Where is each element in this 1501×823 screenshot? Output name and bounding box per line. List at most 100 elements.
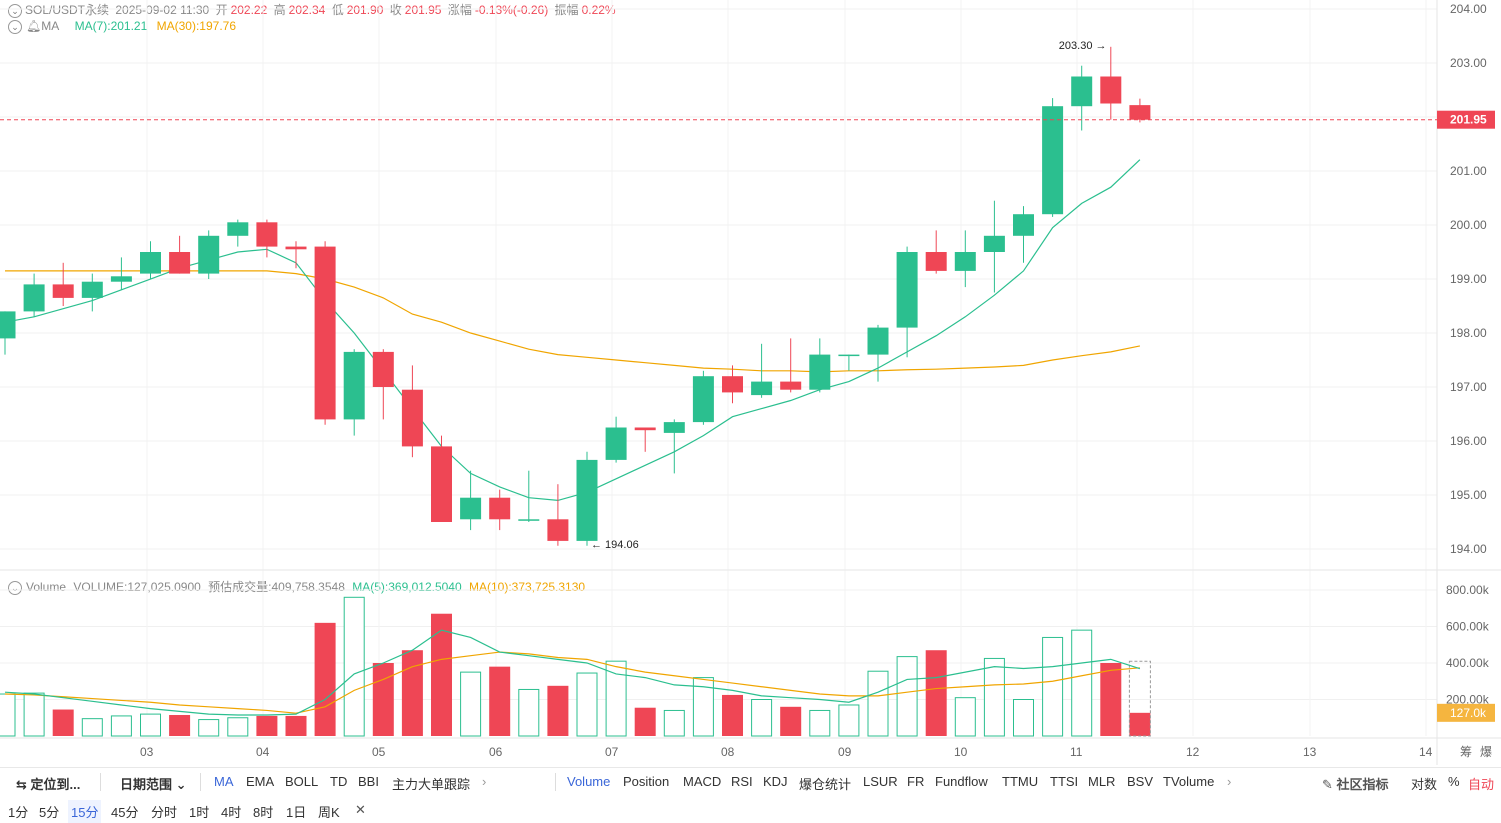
chevron-right-icon[interactable]: › xyxy=(482,774,487,789)
candle-body xyxy=(0,311,16,339)
chevron-right-icon[interactable]: › xyxy=(1227,774,1232,789)
candle-body xyxy=(518,519,540,521)
candle-body xyxy=(227,222,249,236)
interval-1w[interactable]: 周K xyxy=(318,805,340,820)
current-price-tag xyxy=(1437,110,1495,129)
volume-bar xyxy=(460,671,482,737)
vol-ma10-polyline xyxy=(4,651,1140,714)
sub-indicator-mlr[interactable]: MLR xyxy=(1088,774,1116,789)
price-tick-label: 195.00 xyxy=(1450,488,1487,502)
candle-body xyxy=(23,284,45,312)
collapse-icon[interactable]: ⌄ xyxy=(8,580,22,595)
sub-indicator-ttsi[interactable]: TTSI xyxy=(1050,774,1079,789)
community-indicator-button[interactable]: ✎ 社区指标 xyxy=(1322,774,1389,793)
amp-value: 0.22% xyxy=(581,3,616,17)
candle-body xyxy=(983,235,1005,252)
bell-icon[interactable]: 🔔︎ xyxy=(26,19,42,33)
sub-indicator-fr[interactable]: FR xyxy=(907,774,925,789)
indicator-ma[interactable]: MA xyxy=(214,774,234,789)
indicator-td[interactable]: TD xyxy=(330,774,348,789)
interval-8h[interactable]: 8时 xyxy=(253,805,274,820)
candle-body xyxy=(1071,76,1093,107)
date-range-button[interactable]: 日期范围 ⌄ xyxy=(120,774,187,793)
volume-bar xyxy=(343,596,365,737)
time-tick-label: 08 xyxy=(721,745,735,759)
indicator-ema[interactable]: EMA xyxy=(246,774,275,789)
time-tick-label: 11 xyxy=(1070,745,1083,759)
high-label: 高 xyxy=(273,3,286,17)
candle-body xyxy=(925,252,947,271)
indicator-big-order[interactable]: 主力大单跟踪 xyxy=(392,777,471,792)
interval-15m[interactable]: 15分 xyxy=(68,800,102,823)
sub-indicator-macd[interactable]: MACD xyxy=(683,774,722,789)
candle-body xyxy=(692,376,714,423)
interval-timeshare[interactable]: 分时 xyxy=(151,805,178,820)
amp-label: 振幅 xyxy=(554,3,579,17)
sub-indicator-ttmu[interactable]: TTMU xyxy=(1002,774,1039,789)
interval-1d[interactable]: 1日 xyxy=(286,805,307,820)
sub-indicator-volume[interactable]: Volume xyxy=(567,774,611,789)
candle-body xyxy=(198,235,220,274)
volume-bar xyxy=(896,656,918,737)
interval-bar: 1分 5分 15分 45分 分时 1时 4时 8时 1日 周K ✕ xyxy=(0,796,1501,823)
volume-bar xyxy=(983,657,1005,737)
sub-indicator-kdj[interactable]: KDJ xyxy=(763,774,788,789)
indicator-boll[interactable]: BOLL xyxy=(285,774,319,789)
volume-bars xyxy=(0,596,1151,737)
volume-bar xyxy=(169,715,191,736)
candle-body xyxy=(372,351,394,387)
collapse-icon[interactable]: ⌄ xyxy=(8,3,22,18)
candle-body xyxy=(343,351,365,420)
volume-bar xyxy=(692,677,714,737)
price-tick-label: 197.00 xyxy=(1450,380,1487,394)
volume-bar xyxy=(1129,712,1151,736)
symbol-label: SOL/USDT永续 xyxy=(25,3,110,17)
time-tick-label: 03 xyxy=(140,745,154,759)
close-icon[interactable]: ✕ xyxy=(355,802,366,817)
candle-body xyxy=(52,284,74,298)
sub-indicator-position[interactable]: Position xyxy=(623,774,670,789)
interval-1m[interactable]: 1分 xyxy=(8,805,29,820)
estimated-volume-box xyxy=(1128,660,1151,737)
time-tick-label: 05 xyxy=(372,745,386,759)
sub-indicator-fundflow[interactable]: Fundflow xyxy=(935,774,988,789)
interval-45m[interactable]: 45分 xyxy=(111,805,139,820)
log-scale-toggle[interactable]: 对数 xyxy=(1411,777,1438,792)
sub-indicator-lsur[interactable]: LSUR xyxy=(863,774,898,789)
candle-body xyxy=(431,446,452,522)
candlestick-chart[interactable]: 204.00203.00202.00201.00200.00199.00198.… xyxy=(0,0,1501,765)
volume-bar xyxy=(809,709,831,737)
candle-body xyxy=(780,381,802,390)
current-volume-tag xyxy=(1437,703,1495,722)
candle-body xyxy=(169,252,191,274)
candle-body xyxy=(954,252,976,271)
sub-indicator-liquidation[interactable]: 爆仓统计 xyxy=(799,777,852,792)
sub-indicator-tvolume[interactable]: TVolume xyxy=(1163,774,1215,789)
candle-body xyxy=(867,327,889,355)
indicator-bbi[interactable]: BBI xyxy=(358,774,379,789)
change-value: -0.13%(-0.26) xyxy=(474,3,549,17)
locate-button[interactable]: ⇆ 定位到... xyxy=(16,774,80,793)
candle-body xyxy=(896,252,918,328)
volume-bar xyxy=(722,694,743,736)
sub-indicator-rsi[interactable]: RSI xyxy=(731,774,753,789)
volume-bar xyxy=(780,706,802,736)
interval-1h[interactable]: 1时 xyxy=(189,805,210,820)
interval-4h[interactable]: 4时 xyxy=(221,805,242,820)
candle-body xyxy=(576,459,598,541)
volume-bar xyxy=(140,713,161,737)
locate-label: 定位到... xyxy=(30,777,81,792)
sub-indicator-bsv[interactable]: BSV xyxy=(1127,774,1154,789)
candle-body xyxy=(256,222,278,247)
auto-scale-toggle[interactable]: 自动 xyxy=(1468,777,1495,792)
candle-body xyxy=(751,381,773,396)
candle-body xyxy=(605,427,627,460)
collapse-icon[interactable]: ⌄ xyxy=(8,19,22,34)
ma30-line xyxy=(5,270,1141,373)
interval-5m[interactable]: 5分 xyxy=(39,805,60,820)
price-tick-label: 198.00 xyxy=(1450,326,1487,340)
high-marker-label: 203.30 → xyxy=(1059,40,1107,52)
volume-bar xyxy=(867,670,889,737)
volume-bar xyxy=(547,685,569,736)
percent-scale-toggle[interactable]: % xyxy=(1448,774,1460,789)
